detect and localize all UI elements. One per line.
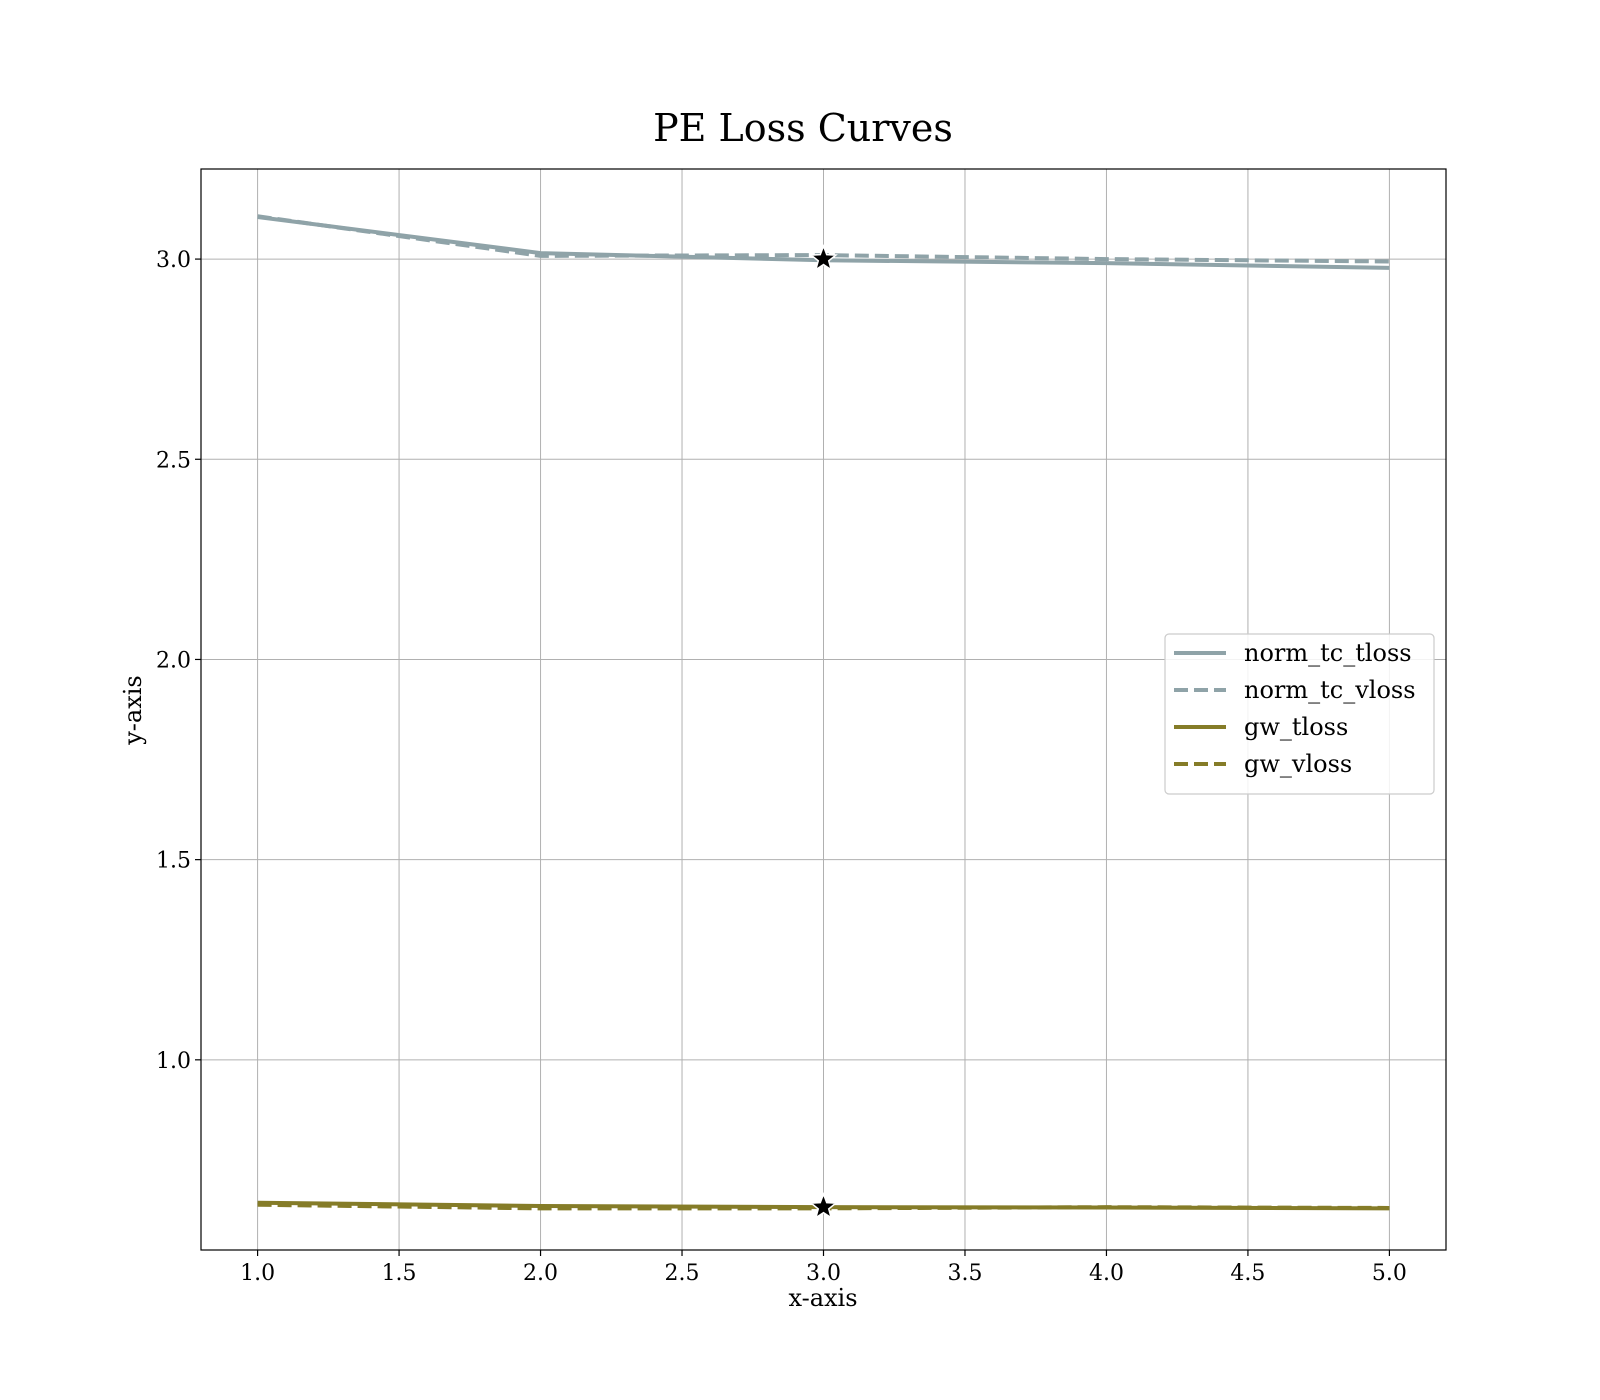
x-ticks: 1.0 1.5 2.0 2.5 3.0 3.5 4.0 4.5 5.0 (240, 1250, 1407, 1286)
y-tick-label: 3.0 (156, 248, 191, 273)
legend-label: norm_tc_tloss (1244, 639, 1412, 667)
y-tick-label: 2.0 (156, 648, 191, 673)
legend: norm_tc_tloss norm_tc_vloss gw_tloss gw_vlo… (1164, 633, 1435, 795)
y-ticks: 1.0 1.5 2.0 2.5 3.0 (156, 248, 201, 1074)
star-marker (809, 1192, 838, 1220)
x-tick-label: 2.0 (523, 1261, 558, 1286)
x-tick-label: 2.5 (665, 1261, 700, 1286)
x-tick-label: 1.5 (382, 1261, 417, 1286)
y-tick-label: 2.5 (156, 448, 191, 473)
x-tick-label: 3.0 (806, 1261, 841, 1286)
legend-label: gw_tloss (1244, 713, 1348, 741)
legend-box (1164, 633, 1435, 795)
legend-label: gw_vloss (1244, 750, 1352, 778)
x-tick-label: 1.0 (240, 1261, 275, 1286)
x-tick-label: 5.0 (1372, 1261, 1407, 1286)
y-tick-label: 1.5 (156, 849, 191, 874)
chart-title: PE Loss Curves (653, 106, 953, 150)
y-axis-label: y-axis (119, 675, 147, 746)
x-axis-label: x-axis (788, 1284, 857, 1312)
legend-label: norm_tc_vloss (1244, 676, 1416, 704)
x-tick-label: 4.0 (1089, 1261, 1124, 1286)
markers (809, 243, 838, 1220)
y-tick-label: 1.0 (156, 1049, 191, 1074)
x-tick-label: 4.5 (1230, 1261, 1265, 1286)
star-marker (809, 243, 838, 272)
x-tick-label: 3.5 (947, 1261, 982, 1286)
